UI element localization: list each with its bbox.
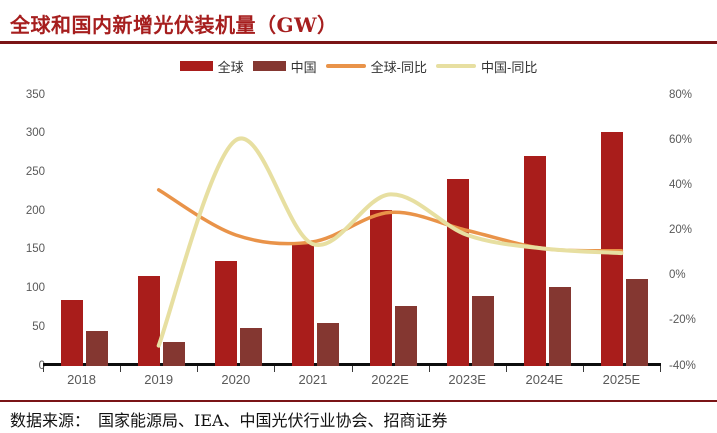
y-axis-left-label: 150 xyxy=(25,243,45,256)
line-swatch-3 xyxy=(325,64,366,68)
x-axis-tick xyxy=(197,366,199,372)
line-swatch-4 xyxy=(436,64,477,68)
x-axis-line xyxy=(43,363,661,366)
legend-item-1: 全球 xyxy=(179,57,244,76)
bar-swatch-2 xyxy=(252,61,286,71)
bar-global-2021 xyxy=(292,243,315,366)
bar-global-2025E xyxy=(600,132,623,366)
bar-global-2018 xyxy=(61,300,84,366)
chart-legend: 全球 中国 全球-同比 中国-同比 xyxy=(0,57,717,75)
legend-label: 中国 xyxy=(290,59,317,75)
legend-label: 全球 xyxy=(217,59,244,75)
y-axis-left-label: 50 xyxy=(32,320,45,333)
title-divider xyxy=(0,41,717,44)
y-axis-left-label: 200 xyxy=(25,204,45,217)
x-axis-tick xyxy=(505,366,507,372)
bar-china-2022E xyxy=(394,306,417,366)
bar-global-2019 xyxy=(138,276,161,366)
x-axis-label: 2021 xyxy=(298,372,328,387)
bar-global-2020 xyxy=(215,261,238,366)
bar-china-2019 xyxy=(163,341,186,366)
bar-global-2022E xyxy=(369,209,392,366)
y-axis-left-label: 250 xyxy=(25,165,45,178)
y-axis-left-label: 300 xyxy=(25,127,45,140)
x-axis-label: 2018 xyxy=(67,372,97,387)
bar-global-2023E xyxy=(446,178,469,366)
page-title: 全球和国内新增光伏装机量（GW） xyxy=(10,13,338,37)
bar-china-2020 xyxy=(240,328,263,366)
footer-divider xyxy=(0,400,717,402)
y-axis-right-label: 0% xyxy=(669,269,686,282)
y-axis-right-label: -40% xyxy=(669,359,696,372)
y-axis-right-label: -20% xyxy=(669,314,696,327)
y-axis-right-label: 20% xyxy=(669,224,693,236)
y-axis-right-label: 80% xyxy=(669,88,693,101)
bar-china-2021 xyxy=(317,322,340,366)
bar-swatch-1 xyxy=(179,61,213,71)
bar-china-2024E xyxy=(548,287,571,366)
legend-item-4: 中国-同比 xyxy=(436,57,537,76)
x-axis-tick xyxy=(351,366,353,372)
y-axis-right-label: 40% xyxy=(669,178,693,191)
y-axis-left-label: 100 xyxy=(25,282,45,295)
x-axis-label: 2025E xyxy=(602,372,641,387)
y-axis-left-label: 350 xyxy=(25,88,45,101)
legend-item-2: 中国 xyxy=(252,57,317,76)
x-axis-label: 2023E xyxy=(448,372,486,387)
x-axis-tick xyxy=(120,366,122,372)
x-axis-label: 2019 xyxy=(144,372,174,387)
x-axis-label: 2022E xyxy=(371,372,409,387)
x-axis-tick xyxy=(43,366,44,372)
x-axis-tick xyxy=(582,366,584,372)
legend-label: 中国-同比 xyxy=(481,59,538,75)
y-axis-left-label: 0 xyxy=(38,359,45,372)
legend-item-3: 全球-同比 xyxy=(325,57,428,76)
y-axis-right-label: 60% xyxy=(669,133,693,146)
x-axis-tick xyxy=(428,366,430,372)
bar-global-2024E xyxy=(523,156,546,366)
legend-label: 全球-同比 xyxy=(370,59,428,75)
data-source-note: 数据来源： 国家能源局、IEA、中国光伏行业协会、招商证券 xyxy=(10,411,448,430)
x-axis-label: 2020 xyxy=(221,372,251,387)
bar-china-2023E xyxy=(471,295,494,366)
bar-china-2018 xyxy=(86,331,109,366)
bar-china-2025E xyxy=(625,279,648,366)
x-axis-label: 2024E xyxy=(525,372,564,387)
x-axis-tick xyxy=(274,366,276,372)
x-axis-tick xyxy=(660,366,661,372)
